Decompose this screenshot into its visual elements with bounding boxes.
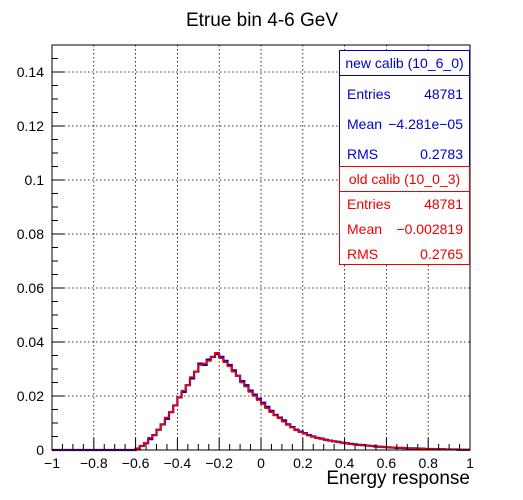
chart-title: Etrue bin 4-6 GeV — [186, 10, 338, 31]
y-tick-label-2: 0.04 — [17, 334, 44, 350]
stats-rms-label-new: RMS — [347, 146, 379, 162]
x-tick-label-1: −0.8 — [80, 455, 108, 471]
stats-rms-label-old: RMS — [347, 246, 379, 262]
x-tick-label-0: −1 — [44, 455, 60, 471]
stats-title-new: new calib (10_6_0) — [340, 51, 469, 76]
x-tick-label-4: −0.2 — [205, 455, 233, 471]
stats-mean-label-old: Mean — [347, 221, 383, 237]
x-axis-label: Energy response — [326, 468, 470, 489]
x-tick-label-7: 0.4 — [335, 455, 355, 471]
stats-mean-value-new: −4.281e−05 — [388, 116, 463, 132]
series-layer — [52, 352, 470, 452]
stats-row-entries-new: Entries 48781 — [347, 84, 463, 104]
axes — [51, 44, 471, 451]
y-tick-label-1: 0.02 — [17, 388, 44, 404]
stats-row-mean-new: Mean −4.281e−05 — [347, 114, 463, 134]
stats-mean-label-new: Mean — [347, 116, 383, 132]
x-tick-label-2: −0.6 — [122, 455, 150, 471]
stats-entries-value-old: 48781 — [424, 196, 463, 212]
y-tick-label-6: 0.12 — [17, 118, 44, 134]
stats-row-rms-new: RMS 0.2783 — [347, 144, 463, 164]
stats-rms-value-old: 0.2765 — [420, 246, 463, 262]
stats-title-old: old calib (10_0_3) — [340, 167, 469, 192]
x-tick-label-8: 0.6 — [377, 455, 397, 471]
stats-box-new-calib: new calib (10_6_0) Entries 48781 Mean −4… — [339, 50, 470, 171]
x-tick-label-6: 0.2 — [293, 455, 313, 471]
stats-row-mean-old: Mean −0.002819 — [347, 219, 463, 239]
x-tick-label-3: −0.4 — [164, 455, 192, 471]
stats-entries-value-new: 48781 — [424, 86, 463, 102]
stats-row-rms-old: RMS 0.2765 — [347, 244, 463, 264]
x-tick-label-5: 0 — [257, 455, 265, 471]
x-tick-label-10: 1 — [466, 455, 474, 471]
stats-box-old-calib: old calib (10_0_3) Entries 48781 Mean −0… — [339, 166, 470, 265]
stats-mean-value-old: −0.002819 — [396, 221, 463, 237]
y-tick-label-0: 0 — [36, 442, 44, 458]
series-line-old-calib — [52, 352, 470, 451]
stats-entries-label-old: Entries — [347, 196, 391, 212]
stats-rms-value-new: 0.2783 — [420, 146, 463, 162]
y-tick-label-3: 0.06 — [17, 280, 44, 296]
tick-labels: −1 −0.8 −0.6 −0.4 −0.2 0 0.2 0.4 0.6 0.8 1 0 0.02 0.0… — [17, 64, 474, 471]
y-tick-label-5: 0.1 — [25, 172, 45, 188]
y-tick-label-7: 0.14 — [17, 64, 44, 80]
stats-entries-label-new: Entries — [347, 86, 391, 102]
y-tick-label-4: 0.08 — [17, 226, 44, 242]
x-tick-label-9: 0.8 — [418, 455, 438, 471]
stats-row-entries-old: Entries 48781 — [347, 194, 463, 214]
